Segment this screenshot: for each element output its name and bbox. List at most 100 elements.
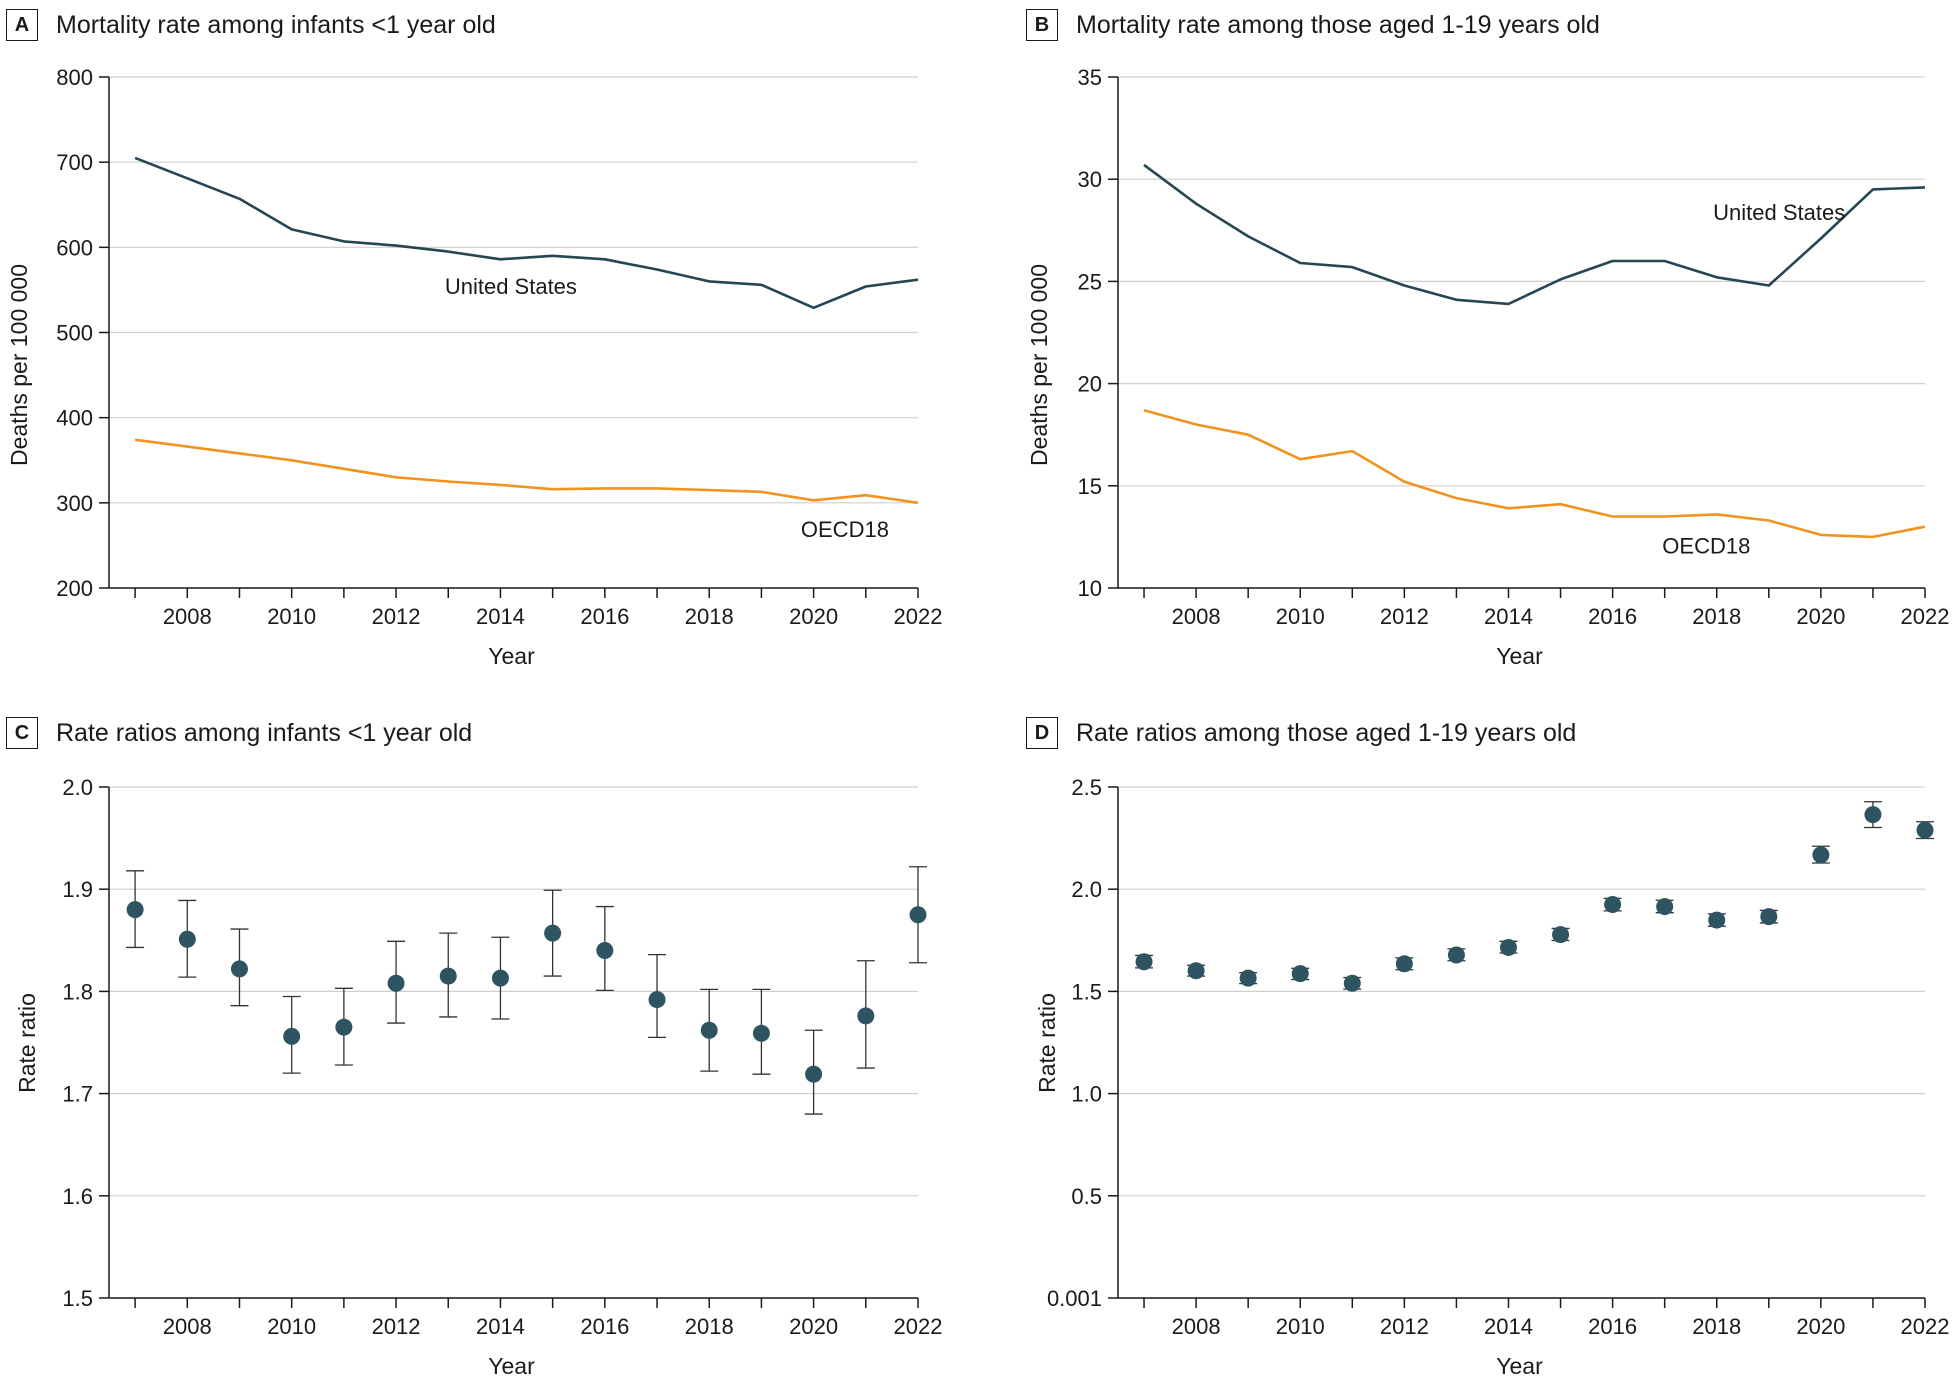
panel-a-letter: A (6, 9, 38, 41)
b-x-tick-label: 2014 (1484, 604, 1533, 629)
c-x-axis-title: Year (488, 1353, 535, 1377)
c-data-point (857, 1007, 875, 1025)
c-x-tick-label: 2022 (894, 1314, 943, 1339)
c-x-tick-label: 2018 (685, 1314, 734, 1339)
d-data-point (1135, 953, 1153, 971)
c-data-point (335, 1018, 353, 1036)
c-y-tick-label: 1.7 (62, 1082, 93, 1107)
c-data-point (230, 960, 248, 978)
panel-a-title: Mortality rate among infants <1 year old (56, 10, 496, 39)
b-x-tick-label: 2022 (1901, 604, 1950, 629)
b-series-label-oecd: OECD18 (1662, 533, 1750, 558)
c-y-tick-label: 1.5 (62, 1286, 93, 1311)
b-x-axis-title: Year (1496, 643, 1543, 669)
d-data-point (1239, 969, 1257, 987)
c-data-point (178, 930, 196, 948)
a-y-tick-label: 200 (56, 576, 93, 601)
a-x-tick-label: 2010 (267, 604, 316, 629)
d-data-point (1708, 911, 1726, 929)
b-x-tick-label: 2008 (1172, 604, 1221, 629)
c-y-tick-label: 1.8 (62, 979, 93, 1004)
c-data-point (648, 991, 666, 1009)
b-series-line-oecd (1143, 408, 1926, 539)
panel-c-title: Rate ratios among infants <1 year old (56, 718, 473, 747)
c-x-tick-label: 2014 (476, 1314, 525, 1339)
c-data-point (752, 1024, 770, 1042)
b-y-tick-label: 35 (1078, 65, 1102, 90)
chart-a: 200 300 400 500 600 700 800 2008 2010 2012 2014 201… (6, 65, 943, 669)
panel-c-header: C Rate ratios among infants <1 year old (6, 716, 472, 750)
panel-a: A Mortality rate among infants <1 year o… (0, 0, 977, 690)
b-x-tick-label: 2018 (1692, 604, 1741, 629)
d-x-tick-label: 2016 (1588, 1314, 1637, 1339)
d-x-tick-label: 2014 (1484, 1314, 1533, 1339)
b-y-tick-label: 20 (1078, 372, 1102, 397)
panel-b-title: Mortality rate among those aged 1-19 yea… (1076, 10, 1600, 39)
panel-a-header: A Mortality rate among infants <1 year o… (6, 8, 496, 42)
d-y-axis-title: Rate ratio (1034, 993, 1060, 1093)
d-y-tick-label: 2.0 (1071, 877, 1102, 902)
a-x-tick-label: 2016 (580, 604, 629, 629)
a-series-line-us (134, 156, 919, 310)
panel-c-letter: C (6, 717, 38, 749)
a-x-tick-label: 2022 (894, 604, 943, 629)
b-y-axis-title: Deaths per 100 000 (1026, 264, 1052, 466)
c-data-point (805, 1065, 823, 1083)
d-data-point (1916, 821, 1934, 839)
c-x-tick-label: 2008 (163, 1314, 212, 1339)
chart-d: 0.001 0.5 1.0 1.5 2.0 2.5 2008 2010 2012 2014 2016… (1034, 775, 1950, 1377)
c-data-point (126, 901, 144, 919)
d-data-point (1343, 974, 1361, 992)
b-x-tick-label: 2010 (1276, 604, 1325, 629)
b-y-tick-label: 25 (1078, 269, 1102, 294)
d-data-point (1812, 846, 1830, 864)
panel-c: C Rate ratios among infants <1 year old … (0, 710, 977, 1377)
a-y-tick-label: 400 (56, 406, 93, 431)
c-x-tick-label: 2010 (267, 1314, 316, 1339)
d-data-point (1604, 896, 1622, 914)
a-x-tick-label: 2008 (163, 604, 212, 629)
d-data-point (1187, 962, 1205, 980)
a-series-label-us: United States (445, 274, 577, 299)
a-y-tick-label: 800 (56, 65, 93, 90)
d-data-point (1656, 898, 1674, 916)
d-y-tick-label: 2.5 (1071, 775, 1102, 800)
d-data-point (1291, 965, 1309, 983)
panel-b: B Mortality rate among those aged 1-19 y… (1020, 0, 1954, 690)
b-y-tick-label: 30 (1078, 167, 1102, 192)
a-y-tick-label: 600 (56, 235, 93, 260)
panel-d: D Rate ratios among those aged 1-19 year… (1020, 710, 1954, 1377)
a-y-tick-label: 300 (56, 491, 93, 516)
d-x-tick-label: 2022 (1901, 1314, 1950, 1339)
c-y-axis-title: Rate ratio (14, 993, 40, 1093)
a-x-tick-label: 2012 (372, 604, 421, 629)
c-x-tick-label: 2012 (372, 1314, 421, 1339)
b-x-tick-label: 2016 (1588, 604, 1637, 629)
a-y-tick-label: 500 (56, 321, 93, 346)
c-x-tick-label: 2016 (580, 1314, 629, 1339)
b-series-line-us (1143, 163, 1926, 306)
a-x-tick-label: 2018 (685, 604, 734, 629)
d-y-tick-label: 1.5 (1071, 979, 1102, 1004)
d-x-tick-label: 2010 (1276, 1314, 1325, 1339)
b-y-tick-label: 15 (1078, 474, 1102, 499)
b-y-tick-label: 10 (1078, 576, 1102, 601)
panel-d-letter: D (1026, 717, 1058, 749)
a-y-axis-title: Deaths per 100 000 (6, 264, 32, 466)
d-data-point (1447, 946, 1465, 964)
c-data-point (491, 969, 509, 987)
panel-b-header: B Mortality rate among those aged 1-19 y… (1026, 8, 1600, 42)
d-y-tick-label: 0.5 (1071, 1184, 1102, 1209)
chart-b: 10 15 20 25 30 35 2008 2010 2012 2014 2016 2018 2020… (1026, 65, 1950, 669)
c-data-point (283, 1027, 301, 1045)
d-y-tick-label: 1.0 (1071, 1082, 1102, 1107)
c-data-point (544, 924, 562, 942)
a-x-tick-label: 2020 (789, 604, 838, 629)
d-y-tick-label: 0.001 (1047, 1286, 1102, 1311)
d-x-tick-label: 2018 (1692, 1314, 1741, 1339)
a-x-tick-label: 2014 (476, 604, 525, 629)
c-data-point (439, 967, 457, 985)
d-data-point (1760, 908, 1778, 926)
c-data-point (909, 906, 927, 924)
b-x-tick-label: 2012 (1380, 604, 1429, 629)
